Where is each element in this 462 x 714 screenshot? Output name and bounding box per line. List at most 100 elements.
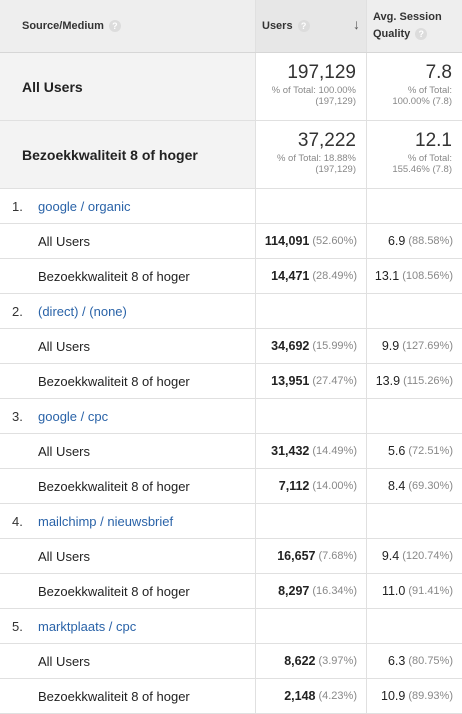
empty-cell [256,294,367,328]
summary-row: Bezoekkwaliteit 8 of hoger 37,222% of Tot… [0,121,462,189]
source-medium-link[interactable]: mailchimp / nieuwsbrief [38,513,174,529]
quality-percent: (108.56%) [402,270,453,282]
quality-cell: 8.4 (69.30%) [367,469,462,503]
segment-label: All Users [38,233,91,249]
quality-value: 10.9 [381,689,406,703]
users-value: 13,951 [271,374,310,388]
quality-percent: (80.75%) [408,655,453,667]
users-cell: 7,112 (14.00%) [256,469,367,503]
column-header-avg-session-quality[interactable]: Avg. Session Quality? [367,0,462,52]
users-value: 8,297 [278,584,310,598]
row-number: 4. [12,513,23,529]
empty-cell [367,504,462,538]
users-cell: 2,148 (4.23%) [256,679,367,713]
column-header-label: Source/Medium [22,20,104,32]
quality-value: 11.0 [381,584,406,598]
summary-label: All Users [22,78,83,95]
segment-label-cell: All Users [0,329,256,363]
segment-label: Bezoekkwaliteit 8 of hoger [38,268,190,284]
group-row: 4. mailchimp / nieuwsbrief [0,504,462,539]
quality-value: 9.4 [381,549,400,563]
segment-label-cell: Bezoekkwaliteit 8 of hoger [0,574,256,608]
empty-cell [256,189,367,223]
summary-quality-total: % of Total: 155.46% (7.8) [392,153,452,175]
users-cell: 8,622 (3.97%) [256,644,367,678]
table-row: All Users 114,091 (52.60%) 6.9 (88.58%) [0,224,462,259]
segment-label-cell: Bezoekkwaliteit 8 of hoger [0,679,256,713]
users-cell: 8,297 (16.34%) [256,574,367,608]
empty-cell [367,189,462,223]
table-row: All Users 16,657 (7.68%) 9.4 (120.74%) [0,539,462,574]
quality-value: 6.9 [387,234,406,248]
summary-label: Bezoekkwaliteit 8 of hoger [22,146,198,163]
empty-cell [367,294,462,328]
source-medium-link[interactable]: (direct) / (none) [38,303,127,319]
quality-cell: 9.9 (127.69%) [367,329,462,363]
users-value: 31,432 [271,444,310,458]
summary-label-cell: Bezoekkwaliteit 8 of hoger [0,121,256,188]
segment-label-cell: All Users [0,539,256,573]
quality-percent: (88.58%) [408,235,453,247]
row-number: 5. [12,618,23,634]
quality-percent: (115.26%) [403,375,453,387]
help-icon[interactable]: ? [415,28,428,41]
segment-label: Bezoekkwaliteit 8 of hoger [38,583,190,599]
empty-cell [256,399,367,433]
table-row: All Users 8,622 (3.97%) 6.3 (80.75%) [0,644,462,679]
quality-cell: 5.6 (72.51%) [367,434,462,468]
empty-cell [256,504,367,538]
summary-users-total: % of Total: 18.88% (197,129) [276,153,356,175]
table-row: Bezoekkwaliteit 8 of hoger 2,148 (4.23%) 10… [0,679,462,714]
users-value: 7,112 [278,479,310,493]
users-cell: 14,471 (28.49%) [256,259,367,293]
empty-cell [256,609,367,643]
summary-row: All Users 197,129% of Total: 100.00% (197… [0,53,462,121]
table-row: Bezoekkwaliteit 8 of hoger 13,951 (27.47%)… [0,364,462,399]
segment-label-cell: Bezoekkwaliteit 8 of hoger [0,364,256,398]
quality-value: 9.9 [381,339,400,353]
quality-value: 6.3 [387,654,406,668]
source-medium-link[interactable]: google / cpc [38,408,109,424]
table-row: All Users 31,432 (14.49%) 5.6 (72.51%) [0,434,462,469]
group-label-cell: 1. google / organic [0,189,256,223]
group-label-cell: 5. marktplaats / cpc [0,609,256,643]
column-header-users[interactable]: Users ? ↓ [256,0,367,52]
quality-cell: 6.3 (80.75%) [367,644,462,678]
table-row: Bezoekkwaliteit 8 of hoger 7,112 (14.00%) 8… [0,469,462,504]
group-label-cell: 4. mailchimp / nieuwsbrief [0,504,256,538]
help-icon[interactable]: ? [108,20,121,32]
quality-value: 8.4 [387,479,406,493]
users-percent: (14.49%) [312,445,357,457]
summary-quality-value: 7.8 [425,62,452,83]
users-value: 114,091 [264,234,310,248]
table-row: Bezoekkwaliteit 8 of hoger 8,297 (16.34%) 1… [0,574,462,609]
summary-quality-cell: 12.1% of Total: 155.46% (7.8) [367,121,462,188]
table-header: Source/Medium ? Users ? ↓ Avg. Session Q… [0,0,462,53]
quality-cell: 10.9 (89.93%) [367,679,462,713]
source-medium-link[interactable]: google / organic [38,198,131,214]
quality-cell: 13.9 (115.26%) [367,364,462,398]
segment-label: Bezoekkwaliteit 8 of hoger [38,478,190,494]
users-cell: 16,657 (7.68%) [256,539,367,573]
quality-cell: 6.9 (88.58%) [367,224,462,258]
users-percent: (4.23%) [318,690,357,702]
summary-users-cell: 37,222% of Total: 18.88% (197,129) [256,121,367,188]
source-medium-link[interactable]: marktplaats / cpc [38,618,137,634]
users-value: 16,657 [277,549,316,563]
column-header-source-medium[interactable]: Source/Medium ? [0,0,256,52]
users-percent: (52.60%) [312,235,357,247]
group-label-cell: 2. (direct) / (none) [0,294,256,328]
users-value: 2,148 [284,689,316,703]
help-icon[interactable]: ? [297,20,310,32]
arrow-down-icon[interactable]: ↓ [353,16,360,32]
group-row: 5. marktplaats / cpc [0,609,462,644]
column-header-label: Avg. Session Quality? [373,11,442,41]
summary-users-cell: 197,129% of Total: 100.00% (197,129) [256,53,367,120]
users-percent: (27.47%) [312,375,357,387]
segment-label-cell: Bezoekkwaliteit 8 of hoger [0,469,256,503]
segment-label: All Users [38,338,91,354]
users-percent: (7.68%) [318,550,357,562]
summary-users-value: 197,129 [287,62,356,83]
empty-cell [367,609,462,643]
users-percent: (3.97%) [318,655,357,667]
